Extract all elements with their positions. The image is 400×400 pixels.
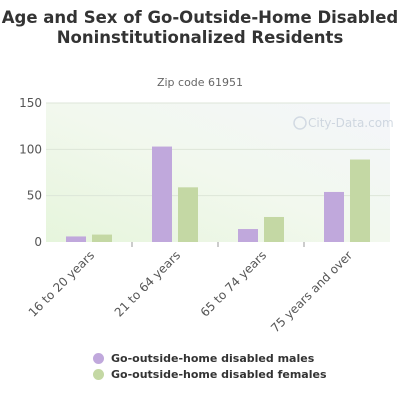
y-tick-label-50: 50 [27,189,42,203]
y-axis: 0 50 100 150 [19,96,42,249]
bar-females-3 [350,159,370,242]
chart-title: Age and Sex of Go-Outside-Home Disabled … [1,8,399,47]
bar-males-3 [324,191,344,242]
bar-females-2 [264,216,284,242]
legend-swatch-females [93,368,104,380]
y-tick-label-0: 0 [34,235,42,249]
legend: Go-outside-home disabled males Go-outsid… [93,350,327,382]
bar-females-1 [178,187,198,242]
bar-males-2 [238,229,258,242]
legend-label-males: Go-outside-home disabled males [111,351,315,365]
legend-item-females: Go-outside-home disabled females [93,366,327,382]
legend-item-males: Go-outside-home disabled males [93,350,327,366]
legend-swatch-males [93,352,104,364]
bar-males-0 [66,236,86,242]
legend-label-females: Go-outside-home disabled females [111,367,327,381]
x-tick-label-2: 65 to 74 years [198,248,269,319]
y-tick-label-150: 150 [19,96,42,110]
watermark-text: City-Data.com [308,116,394,130]
x-tick-label-1: 21 to 64 years [112,248,183,319]
bars [66,146,370,242]
bar-females-0 [92,234,112,242]
x-tick-label-3: 75 years and over [268,248,355,335]
x-axis: 16 to 20 years 21 to 64 years 65 to 74 yea… [26,242,355,335]
bar-males-1 [152,146,172,242]
y-tick-label-100: 100 [19,142,42,156]
x-tick-label-0: 16 to 20 years [26,248,97,319]
watermark: City-Data.com [293,116,394,130]
chart-subtitle: Zip code 61951 [156,76,244,89]
